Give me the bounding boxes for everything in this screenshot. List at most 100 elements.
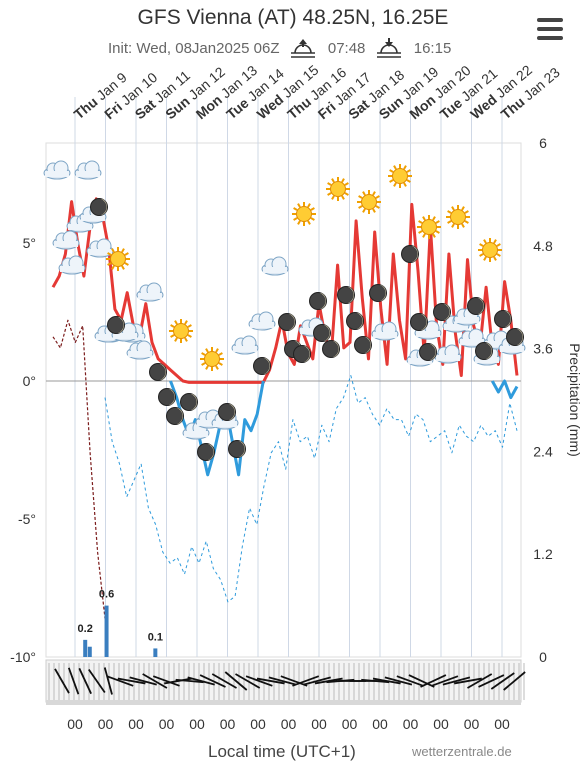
wind-barb: [408, 674, 435, 688]
wind-barb: [396, 675, 424, 687]
sun-icon: [446, 205, 470, 229]
credit-label: wetterzentrale.de: [412, 744, 512, 759]
cloud-icon: [74, 160, 102, 180]
sun-icon: [169, 319, 193, 343]
hour-label: 00: [494, 716, 510, 732]
moon-icon: [506, 328, 524, 346]
moon-icon: [149, 363, 167, 381]
sun-icon: [417, 215, 441, 239]
cloud-icon: [453, 306, 481, 326]
moon-icon: [369, 284, 387, 302]
precip-label: 0.6: [99, 589, 114, 601]
moon-icon: [293, 345, 311, 363]
precip-bar: [153, 648, 158, 657]
y-left-tick: 0°: [23, 373, 36, 389]
menu-icon[interactable]: [537, 18, 563, 40]
cloud-icon: [231, 335, 259, 355]
hour-label: 00: [189, 716, 205, 732]
plot-frame: [45, 142, 522, 658]
sun-icon: [326, 177, 350, 201]
init-time: Init: Wed, 08Jan2025 06Z: [108, 39, 280, 57]
hour-label: 00: [464, 716, 480, 732]
precip-bar: [83, 639, 88, 657]
moon-icon: [410, 313, 428, 331]
wind-barb: [103, 667, 113, 695]
wind-barb: [78, 667, 92, 695]
moon-icon: [107, 316, 125, 334]
wind-barb: [117, 677, 146, 685]
hour-label: 00: [281, 716, 297, 732]
sunrise-time: 07:48: [327, 39, 366, 57]
wind-barb: [152, 675, 180, 687]
wind-barb: [503, 671, 526, 691]
moon-icon: [419, 343, 437, 361]
wind-barb: [187, 676, 215, 686]
wind-barb: [268, 676, 297, 686]
cloud-icon: [126, 340, 154, 360]
y-left-tick: -5°: [18, 511, 36, 527]
moon-icon: [278, 313, 296, 331]
wind-barb: [54, 668, 70, 694]
precip-bar: [87, 646, 92, 657]
wind-barb: [67, 667, 80, 695]
chart-subtitle: Init: Wed, 08Jan2025 06Z 07:48 16:15: [108, 38, 451, 58]
moon-icon: [309, 292, 327, 310]
moon-icon: [337, 286, 355, 304]
hour-label: 00: [311, 716, 327, 732]
moon-icon: [253, 357, 271, 375]
wind-barb: [454, 677, 482, 685]
moon-icon: [354, 336, 372, 354]
cloud-icon: [248, 311, 276, 331]
dewpoint-blue-line: [104, 375, 518, 603]
cloud-icon: [371, 321, 399, 341]
sun-icon: [388, 164, 412, 188]
y-right-tick: 4.8: [533, 238, 553, 254]
wind-barb: [175, 678, 204, 684]
wind-barb: [164, 677, 192, 685]
sun-icon: [106, 247, 130, 271]
wind-barb: [235, 673, 261, 689]
wind-barb: [224, 671, 248, 691]
y-right-label: Precipitation (mm): [567, 343, 583, 457]
wind-barb: [199, 674, 226, 688]
moon-icon: [401, 245, 419, 263]
sunset-icon: [376, 38, 402, 58]
wind-barb: [292, 675, 320, 687]
precip-bar: [104, 605, 109, 657]
moon-icon: [322, 340, 340, 358]
sun-icon: [200, 347, 224, 371]
chart-title: GFS Vienna (AT) 48.25N, 16.25E: [137, 6, 449, 29]
hour-label: 00: [433, 716, 449, 732]
wind-barb: [142, 673, 168, 689]
moon-icon: [166, 407, 184, 425]
temperature-warm-line: [51, 197, 519, 384]
wind-barb: [420, 674, 447, 688]
sunset-time: 16:15: [413, 39, 452, 57]
wind-barb: [88, 669, 106, 693]
y-left-tick: -10°: [10, 649, 36, 665]
cloud-icon: [43, 160, 71, 180]
wind-barb: [431, 675, 459, 687]
sun-icon: [478, 238, 502, 262]
cloud-icon: [434, 344, 462, 364]
hour-label: 00: [98, 716, 114, 732]
y-right-tick: 3.6: [533, 341, 553, 357]
hour-label: 00: [403, 716, 419, 732]
sunrise-icon: [290, 38, 316, 58]
local-time-label: Local time (UTC+1): [208, 742, 356, 761]
y-right-tick: 2.4: [533, 443, 553, 459]
wind-barb: [467, 673, 493, 689]
wind-barb: [314, 677, 343, 685]
y-right-tick: 1.2: [533, 546, 553, 562]
wind-barb: [384, 676, 413, 686]
moon-icon: [218, 403, 236, 421]
hour-label: 00: [372, 716, 388, 732]
wind-barb: [361, 678, 390, 684]
cloud-icon: [52, 230, 80, 250]
hour-label: 00: [128, 716, 144, 732]
wind-barb: [303, 676, 331, 686]
cloud-icon: [136, 282, 164, 302]
wind-barb: [256, 677, 285, 685]
hour-label: 00: [220, 716, 236, 732]
